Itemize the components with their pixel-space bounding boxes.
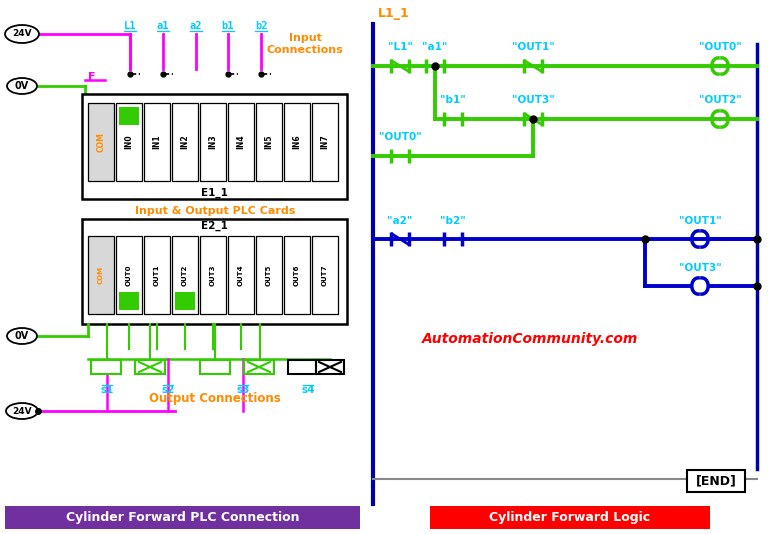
Bar xyxy=(82,94,347,199)
Bar xyxy=(288,360,316,374)
Bar xyxy=(5,506,360,529)
Text: Output Connections: Output Connections xyxy=(149,392,281,405)
Text: E1_1: E1_1 xyxy=(201,188,228,198)
Text: F: F xyxy=(88,72,96,82)
Bar xyxy=(116,103,142,181)
Text: AutomationCommunity.com: AutomationCommunity.com xyxy=(422,332,638,346)
Text: "OUT1": "OUT1" xyxy=(511,42,554,52)
Text: L1_1: L1_1 xyxy=(378,6,410,20)
Bar xyxy=(88,103,114,181)
Bar xyxy=(256,103,282,181)
Bar xyxy=(172,236,198,314)
Bar xyxy=(88,236,114,314)
Bar xyxy=(312,103,338,181)
Text: Input & Output PLC Cards: Input & Output PLC Cards xyxy=(135,206,295,216)
Text: a2: a2 xyxy=(190,21,202,31)
Bar xyxy=(119,107,139,125)
Text: b2: b2 xyxy=(255,21,267,31)
Ellipse shape xyxy=(7,78,37,94)
Bar xyxy=(200,103,226,181)
Bar xyxy=(228,103,254,181)
Text: IN1: IN1 xyxy=(153,135,161,150)
Text: IN0: IN0 xyxy=(124,135,134,150)
Text: "L1": "L1" xyxy=(388,42,412,52)
Text: OUT0: OUT0 xyxy=(126,264,132,286)
Bar xyxy=(312,236,338,314)
Text: "OUT3": "OUT3" xyxy=(511,95,554,105)
Bar xyxy=(687,470,745,492)
Bar xyxy=(82,219,347,324)
Text: OUT2: OUT2 xyxy=(182,264,188,286)
Text: a1: a1 xyxy=(157,21,169,31)
Text: "OUT0": "OUT0" xyxy=(699,42,741,52)
Text: IN6: IN6 xyxy=(293,135,302,150)
Text: [END]: [END] xyxy=(696,475,737,488)
Text: "a2": "a2" xyxy=(387,216,412,226)
Text: OUT5: OUT5 xyxy=(266,264,272,286)
Text: "OUT0": "OUT0" xyxy=(379,132,422,142)
Bar xyxy=(430,506,710,529)
Text: s1: s1 xyxy=(101,385,114,395)
Bar xyxy=(119,292,139,310)
Bar xyxy=(172,103,198,181)
Text: s2: s2 xyxy=(161,385,174,395)
Text: "b2": "b2" xyxy=(440,216,466,226)
Ellipse shape xyxy=(6,403,38,419)
Text: IN5: IN5 xyxy=(264,135,273,149)
Bar xyxy=(200,360,230,374)
Ellipse shape xyxy=(5,25,39,43)
Text: "b1": "b1" xyxy=(440,95,466,105)
Text: 0V: 0V xyxy=(15,331,29,341)
Text: "OUT1": "OUT1" xyxy=(679,216,721,226)
Text: "OUT2": "OUT2" xyxy=(699,95,741,105)
Text: OUT1: OUT1 xyxy=(154,264,160,286)
Bar xyxy=(175,292,195,310)
Text: COM: COM xyxy=(98,266,104,284)
Bar xyxy=(284,103,310,181)
Text: IN2: IN2 xyxy=(180,135,190,150)
Bar xyxy=(200,236,226,314)
Bar xyxy=(228,236,254,314)
Text: IN7: IN7 xyxy=(320,135,329,150)
Bar xyxy=(144,236,170,314)
Bar xyxy=(316,360,344,374)
Text: s3: s3 xyxy=(237,385,250,395)
Text: Input
Connections: Input Connections xyxy=(266,33,343,55)
Bar xyxy=(135,360,165,374)
Text: 24V: 24V xyxy=(12,29,31,38)
Bar xyxy=(244,360,274,374)
Text: IN3: IN3 xyxy=(208,135,217,150)
Text: OUT6: OUT6 xyxy=(294,264,300,286)
Text: s4: s4 xyxy=(301,385,315,395)
Bar xyxy=(144,103,170,181)
Text: b1: b1 xyxy=(222,21,234,31)
Bar xyxy=(116,236,142,314)
Text: 0V: 0V xyxy=(15,81,29,91)
Text: Cylinder Forward Logic: Cylinder Forward Logic xyxy=(489,512,650,524)
Text: Cylinder Forward PLC Connection: Cylinder Forward PLC Connection xyxy=(66,512,300,524)
Text: OUT4: OUT4 xyxy=(238,264,244,286)
Text: COM: COM xyxy=(97,132,105,152)
Text: OUT7: OUT7 xyxy=(322,264,328,286)
Text: 24V: 24V xyxy=(12,406,31,415)
Text: "a1": "a1" xyxy=(422,42,448,52)
Text: "OUT3": "OUT3" xyxy=(679,263,721,273)
Text: E2_1: E2_1 xyxy=(201,221,228,231)
Text: OUT3: OUT3 xyxy=(210,264,216,286)
Bar xyxy=(256,236,282,314)
Text: L1: L1 xyxy=(124,21,136,31)
Bar xyxy=(284,236,310,314)
Text: IN4: IN4 xyxy=(237,135,246,150)
Ellipse shape xyxy=(7,328,37,344)
Bar xyxy=(91,360,121,374)
